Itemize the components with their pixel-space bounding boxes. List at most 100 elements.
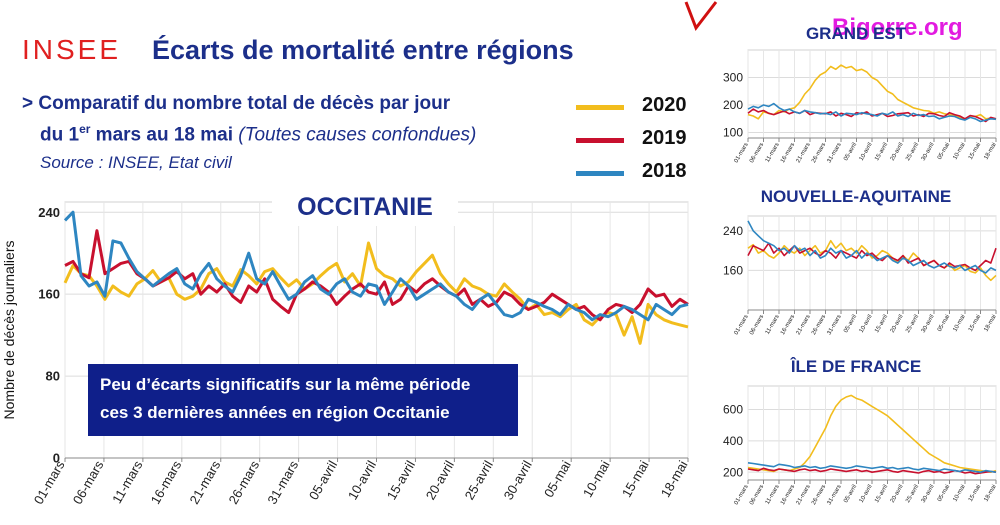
callout-box: Peu d’écarts significatifs sur la même p… [88, 364, 518, 436]
x-tick-label-05-avril: 05-avril [306, 458, 340, 503]
x-tick-label-01-mars: 01-mars [734, 484, 750, 506]
y-tick-label-240: 240 [723, 224, 743, 238]
subtitle-line-1: > Comparatif du nombre total de décès pa… [22, 93, 451, 114]
legend-swatch-2020 [576, 105, 624, 110]
grand-est-chart: 100 200 300 01-mars 06-mars 11-mars 16-mars 21-… [723, 49, 998, 164]
y-tick-label-100: 100 [723, 126, 743, 140]
x-tick-label-10-avril: 10-avril [859, 142, 874, 162]
legend-item-2020: 2020 [576, 94, 696, 120]
x-tick-label-11-mars: 11-mars [765, 484, 781, 506]
insee-brand: INSEE [22, 34, 122, 65]
x-tick-label-05-mai: 05-mai [541, 458, 574, 500]
x-tick-label-15-avril: 15-avril [874, 314, 889, 334]
y-tick-label-240: 240 [38, 205, 60, 220]
x-tick-label-06-mars: 06-mars [70, 458, 107, 507]
legend-label-2019: 2019 [642, 127, 687, 149]
x-tick-label-10-mai: 10-mai [952, 484, 966, 503]
x-tick-label-10-avril: 10-avril [345, 458, 379, 503]
x-tick-label-26-mars: 26-mars [811, 142, 827, 164]
x-tick-label-25-avril: 25-avril [905, 142, 920, 162]
x-tick-label-21-mars: 21-mars [796, 484, 812, 506]
callout-line-2: ces 3 dernières années en région Occitan… [100, 403, 450, 422]
y-tick-label-160: 160 [723, 264, 743, 278]
x-tick-label-05-mai: 05-mai [937, 484, 951, 503]
x-tick-label-05-mai: 05-mai [937, 314, 951, 333]
series-line-2019 [747, 108, 997, 123]
series-line-2019 [64, 229, 689, 322]
x-tick-label-30-avril: 30-avril [921, 314, 936, 334]
page-title: Écarts de mortalité entre régions [152, 35, 574, 65]
x-tick-label-16-mars: 16-mars [780, 314, 796, 336]
x-tick-label-05-avril: 05-avril [843, 484, 858, 504]
ile-de-france-chart: 200 400 600 01-mars 06-mars 11-mars 16-mars 21-… [723, 385, 998, 506]
nouvelle-aquitaine-chart: 160 240 01-mars 06-mars 11-mars 16-mars 21-mar… [723, 215, 998, 336]
subtitle-causes: (Toutes causes confondues) [238, 124, 477, 146]
x-tick-label-01-mars: 01-mars [31, 458, 68, 507]
y-tick-label-0: 0 [53, 451, 60, 466]
y-tick-label-80: 80 [46, 369, 60, 384]
x-tick-label-31-mars: 31-mars [827, 484, 843, 506]
x-tick-label-26-mars: 26-mars [225, 458, 262, 507]
y-tick-label-200: 200 [723, 465, 743, 479]
x-tick-label-06-mars: 06-mars [749, 142, 765, 164]
callout-line-1: Peu d’écarts significatifs sur la même p… [100, 375, 471, 394]
series-line-2018 [747, 220, 997, 274]
ile-de-france-title: ÎLE DE FRANCE [790, 357, 922, 376]
x-tick-label-01-mars: 01-mars [734, 314, 750, 336]
x-tick-label-21-mars: 21-mars [796, 314, 812, 336]
x-tick-label-18-mai: 18-mai [658, 458, 691, 500]
x-tick-label-11-mars: 11-mars [109, 458, 146, 506]
x-tick-label-10-avril: 10-avril [859, 484, 874, 504]
x-tick-label-06-mars: 06-mars [749, 484, 765, 506]
x-tick-label-10-avril: 10-avril [859, 314, 874, 334]
x-tick-label-15-avril: 15-avril [874, 142, 889, 162]
x-tick-label-30-avril: 30-avril [921, 142, 936, 162]
y-tick-label-300: 300 [723, 71, 743, 85]
x-tick-label-21-mars: 21-mars [796, 142, 812, 164]
x-tick-label-15-mai: 15-mai [619, 458, 652, 500]
y-tick-label-160: 160 [38, 287, 60, 302]
x-tick-label-26-mars: 26-mars [811, 484, 827, 506]
series-line-2018 [747, 102, 997, 123]
nouvelle-aquitaine-title: NOUVELLE-AQUITAINE [760, 187, 952, 206]
x-tick-label-30-avril: 30-avril [501, 458, 535, 503]
x-tick-label-15-mai: 15-mai [968, 142, 982, 161]
subtitle-date-start: du 1 [40, 124, 80, 146]
x-tick-label-16-mars: 16-mars [780, 484, 796, 506]
slide-chevron-decoration [684, 1, 718, 32]
legend-item-2018: 2018 [576, 160, 696, 186]
subtitle-date-range: mars au 18 mai [90, 124, 233, 146]
x-tick-label-15-avril: 15-avril [384, 458, 418, 503]
x-tick-label-10-mai: 10-mai [952, 142, 966, 161]
x-tick-label-20-avril: 20-avril [423, 458, 457, 503]
x-tick-label-20-avril: 20-avril [890, 142, 905, 162]
x-tick-label-20-avril: 20-avril [890, 484, 905, 504]
x-tick-label-30-avril: 30-avril [921, 484, 936, 504]
x-tick-label-06-mars: 06-mars [749, 314, 765, 336]
x-tick-label-25-avril: 25-avril [905, 314, 920, 334]
x-tick-label-10-mai: 10-mai [580, 458, 613, 500]
x-tick-label-25-avril: 25-avril [462, 458, 496, 503]
y-tick-label-400: 400 [723, 434, 743, 448]
watermark: Bigorre.org [832, 14, 963, 41]
x-tick-label-15-mai: 15-mai [968, 484, 982, 503]
x-tick-label-18-mai: 18-mai [983, 484, 997, 503]
source-note: Source : INSEE, Etat civil [40, 153, 232, 172]
x-tick-label-05-avril: 05-avril [843, 142, 858, 162]
series-line-2018 [63, 210, 689, 322]
x-tick-label-31-mars: 31-mars [827, 314, 843, 336]
x-tick-label-01-mars: 01-mars [734, 142, 750, 164]
x-tick-label-05-mai: 05-mai [937, 142, 951, 161]
x-tick-label-16-mars: 16-mars [780, 142, 796, 164]
x-tick-label-31-mars: 31-mars [264, 458, 301, 507]
grand-est-title: GRAND EST [805, 24, 907, 43]
legend-swatch-2018 [576, 171, 624, 176]
legend-swatch-2019 [576, 138, 624, 143]
x-tick-label-16-mars: 16-mars [148, 458, 185, 507]
legend-item-2019: 2019 [576, 127, 696, 153]
subtitle-line-2: du 1er mars au 18 mai (Toutes causes con… [40, 122, 476, 146]
x-tick-label-31-mars: 31-mars [827, 142, 843, 164]
series-line-2018 [747, 462, 997, 473]
y-tick-label-200: 200 [723, 98, 743, 112]
x-tick-label-11-mars: 11-mars [765, 314, 781, 336]
